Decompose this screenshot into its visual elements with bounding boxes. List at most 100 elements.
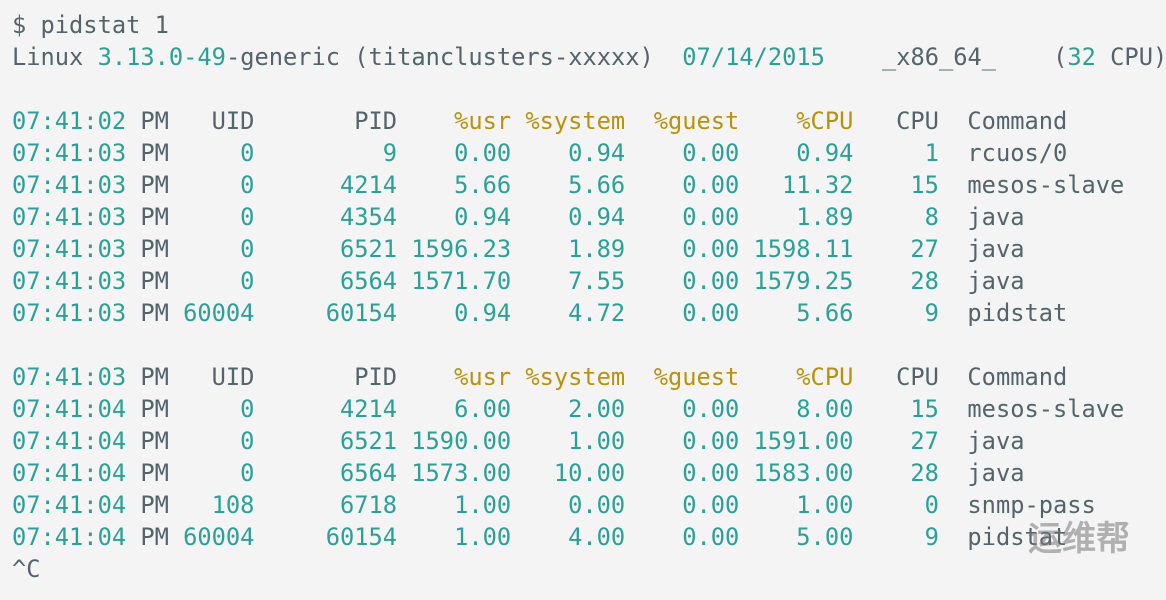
pid: 6564 <box>339 459 398 487</box>
cpu-pct: 1598.11 <box>753 235 854 263</box>
arch: _x86_64_ ( <box>824 43 1068 71</box>
command: mesos-slave <box>967 395 1125 423</box>
usr: 1571.70 <box>411 267 512 295</box>
meridiem: PM <box>140 427 169 455</box>
cpu: 28 <box>910 459 939 487</box>
data-row: 07:41:04 PM 0 6521 1590.00 1.00 0.00 1591.00 27 j… <box>12 425 1166 457</box>
meridiem: PM <box>140 299 169 327</box>
pid: 60154 <box>325 299 398 327</box>
cpu-pct: 1.89 <box>796 203 854 231</box>
system: 7.55 <box>568 267 626 295</box>
usr: 0.00 <box>454 139 512 167</box>
uid: 0 <box>240 235 255 263</box>
guest: 0.00 <box>682 299 740 327</box>
command: Command <box>967 107 1068 135</box>
guest: 0.00 <box>682 523 740 551</box>
host: -generic (titanclusters-xxxxx) <box>225 43 683 71</box>
header-row: 07:41:03 PM UID PID %usr %system %guest %CPU CPU… <box>12 361 1166 393</box>
usr: %usr <box>454 107 512 135</box>
blank-line <box>12 329 1166 361</box>
cpu-pct: 1.00 <box>796 491 854 519</box>
usr: 6.00 <box>454 395 512 423</box>
watermark: 运维帮 <box>1028 519 1130 559</box>
guest: 0.00 <box>682 139 740 167</box>
cpu-pct: %CPU <box>796 363 854 391</box>
date: 07/14/2015 <box>682 43 825 71</box>
system: 1.00 <box>568 427 626 455</box>
uid: 0 <box>240 459 255 487</box>
uid: 0 <box>240 171 255 199</box>
command: pidstat <box>967 523 1068 551</box>
data-row: 07:41:03 PM 0 6564 1571.70 7.55 0.00 1579.25 28 j… <box>12 265 1166 297</box>
cpu: 0 <box>924 491 939 519</box>
pid: 6718 <box>339 491 398 519</box>
meridiem: PM <box>140 491 169 519</box>
pid: PID <box>354 363 398 391</box>
command: Command <box>967 363 1068 391</box>
meridiem: PM <box>140 107 169 135</box>
pid: 6521 <box>339 235 398 263</box>
data-row: 07:41:03 PM 0 6521 1596.23 1.89 0.00 1598.11 27 j… <box>12 233 1166 265</box>
time: 07:41:04 <box>12 427 127 455</box>
interrupt: ^C <box>12 555 41 583</box>
command: pidstat <box>967 299 1068 327</box>
time: 07:41:02 <box>12 107 127 135</box>
cpu: 15 <box>910 171 939 199</box>
guest: 0.00 <box>682 203 740 231</box>
pid: 6564 <box>339 267 398 295</box>
uid: 0 <box>240 139 255 167</box>
cpu: 8 <box>924 203 939 231</box>
usr: 1.00 <box>454 491 512 519</box>
cpu: CPU <box>896 107 939 135</box>
uid: 0 <box>240 267 255 295</box>
command: rcuos/0 <box>967 139 1068 167</box>
system: 0.00 <box>568 491 626 519</box>
guest: 0.00 <box>682 267 740 295</box>
usr: 1.00 <box>454 523 512 551</box>
cpu: CPU <box>896 363 939 391</box>
guest: 0.00 <box>682 171 740 199</box>
data-row: 07:41:04 PM 108 6718 1.00 0.00 0.00 1.00 0 snmp-p… <box>12 489 1166 521</box>
guest: 0.00 <box>682 459 740 487</box>
data-row: 07:41:04 PM 0 4214 6.00 2.00 0.00 8.00 15 mesos-s… <box>12 393 1166 425</box>
system: %system <box>525 363 626 391</box>
guest: 0.00 <box>682 235 740 263</box>
pid: PID <box>354 107 398 135</box>
meridiem: PM <box>140 235 169 263</box>
meridiem: PM <box>140 363 169 391</box>
time: 07:41:03 <box>12 267 127 295</box>
guest: 0.00 <box>682 491 740 519</box>
command: java <box>967 427 1025 455</box>
meridiem: PM <box>140 171 169 199</box>
cpu: 9 <box>924 523 939 551</box>
cpu-pct: 1583.00 <box>753 459 854 487</box>
cpu-pct: 1591.00 <box>753 427 854 455</box>
uid: 60004 <box>183 299 255 327</box>
meridiem: PM <box>140 203 169 231</box>
system: 4.00 <box>568 523 626 551</box>
guest: 0.00 <box>682 427 740 455</box>
command: java <box>967 203 1025 231</box>
time: 07:41:03 <box>12 171 127 199</box>
guest: 0.00 <box>682 395 740 423</box>
command: java <box>967 459 1025 487</box>
cpu-pct: 5.00 <box>796 523 854 551</box>
output: 07:41:02 PM UID PID %usr %system %guest %CPU CPU… <box>12 73 1166 553</box>
system: 1.89 <box>568 235 626 263</box>
cpu: 28 <box>910 267 939 295</box>
system: 4.72 <box>568 299 626 327</box>
system: 5.66 <box>568 171 626 199</box>
cpu-count: 32 <box>1067 43 1096 71</box>
usr: 1596.23 <box>411 235 512 263</box>
command: snmp-pass <box>967 491 1096 519</box>
time: 07:41:03 <box>12 235 127 263</box>
usr: 1573.00 <box>411 459 512 487</box>
uid: 0 <box>240 203 255 231</box>
usr: 0.94 <box>454 203 512 231</box>
command: java <box>967 235 1025 263</box>
time: 07:41:03 <box>12 299 127 327</box>
system: 0.94 <box>568 139 626 167</box>
meridiem: PM <box>140 267 169 295</box>
cpu-pct: 8.00 <box>796 395 854 423</box>
